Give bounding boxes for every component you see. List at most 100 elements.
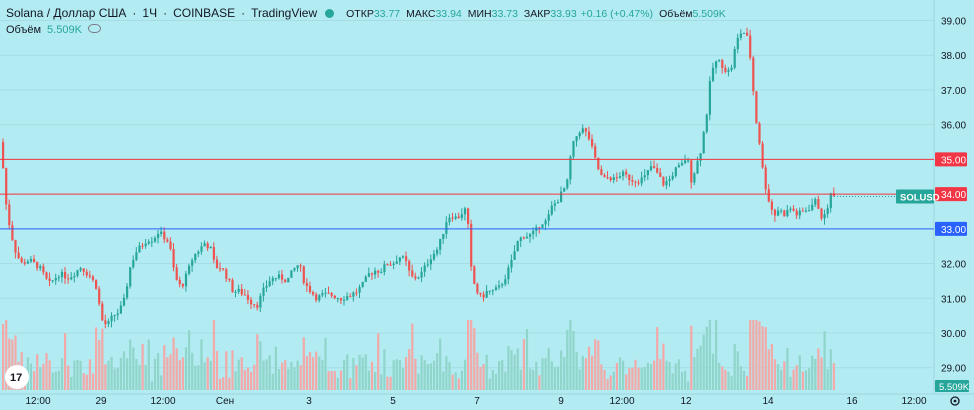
volume-bar [212, 320, 215, 390]
candle [67, 278, 70, 280]
volume-bar [39, 367, 42, 390]
price-tick-label: 31.00 [941, 294, 966, 305]
time-tick-label: 16 [846, 396, 858, 407]
candle [172, 248, 175, 268]
volume-bar [739, 366, 742, 390]
volume-bar [423, 360, 426, 390]
high-label: МАКС [406, 8, 436, 20]
volume-bar [631, 367, 634, 390]
candle [764, 167, 767, 190]
candle [411, 270, 414, 277]
volume-bar [206, 357, 209, 390]
candle [426, 264, 429, 266]
candle [414, 276, 417, 279]
volume-bar [2, 324, 5, 390]
candle [662, 176, 665, 186]
candle [150, 241, 153, 243]
volume-bar [67, 365, 70, 390]
volume-bar [454, 372, 457, 390]
candle [454, 216, 457, 219]
candle [76, 270, 79, 276]
volume-bar [662, 343, 665, 390]
volume-bar [439, 338, 442, 390]
volume-bar [228, 377, 231, 390]
candle [711, 67, 715, 81]
volume-bar [513, 354, 516, 390]
settings-gear-icon[interactable] [950, 396, 960, 406]
interval-label[interactable]: 1Ч [142, 6, 158, 20]
volume-bar [826, 369, 829, 390]
volume-bar [157, 353, 160, 390]
candle [622, 171, 625, 177]
time-axis: 12:00 29 12:00 Сен 3 5 7 9 12:00 12 14 16 12:00 [25, 396, 926, 407]
open-label: ОТКР [346, 8, 374, 20]
candle [752, 57, 755, 92]
candle [699, 153, 702, 161]
candle [811, 204, 814, 211]
volume-bar [476, 352, 479, 390]
candle [284, 279, 287, 283]
volume-bar [777, 364, 780, 390]
volume-bar [14, 335, 17, 390]
candle [243, 294, 246, 296]
volume-bar [808, 368, 811, 390]
volume-bar [147, 339, 150, 390]
volume-bar [786, 347, 789, 390]
volume-bar [665, 360, 668, 390]
volume-bar [262, 360, 265, 390]
candle [594, 146, 597, 158]
candle [352, 292, 355, 297]
candle [482, 294, 485, 298]
candle [11, 225, 14, 241]
candle [355, 292, 358, 294]
volume-bar [144, 364, 147, 390]
candle [262, 287, 265, 296]
close-label: ЗАКР [523, 8, 551, 20]
candle [584, 128, 587, 132]
candle [392, 263, 395, 265]
candle [48, 278, 51, 281]
volume-bar [327, 371, 330, 390]
candle [265, 285, 268, 288]
eye-icon[interactable] [87, 24, 101, 33]
candle [600, 169, 603, 175]
volume-bar [501, 359, 504, 390]
volume-bar [718, 362, 721, 390]
volume-bar [318, 356, 321, 390]
volume-bar [612, 371, 615, 390]
candle [476, 283, 479, 293]
candle [253, 304, 256, 306]
candle [479, 292, 482, 295]
volume-bar [693, 357, 696, 390]
candle [330, 292, 333, 296]
volume-bar [553, 367, 556, 390]
candle [547, 214, 550, 221]
candle [274, 278, 277, 280]
volume-bar [721, 366, 724, 390]
candle [79, 268, 82, 271]
candle [448, 217, 451, 223]
candle [755, 91, 758, 124]
volume-bar [507, 345, 510, 390]
volume-bar [389, 376, 392, 390]
volume-bar [122, 351, 126, 390]
volume-bar [166, 357, 169, 390]
volume-bar [566, 329, 569, 390]
line-value-tag [935, 221, 967, 236]
volume-bar [519, 369, 522, 390]
volume-bar [550, 361, 553, 390]
close-value: 33.93 [550, 8, 577, 20]
candle [135, 252, 138, 261]
candle [39, 266, 42, 269]
volume-bar [600, 364, 603, 390]
volume-bar [470, 320, 473, 390]
candle [401, 256, 405, 258]
candle [432, 253, 436, 260]
candle [240, 288, 243, 295]
volume-bar [494, 373, 498, 390]
volume-bar [398, 360, 401, 390]
candle [215, 259, 219, 269]
volume-bar [411, 323, 414, 390]
